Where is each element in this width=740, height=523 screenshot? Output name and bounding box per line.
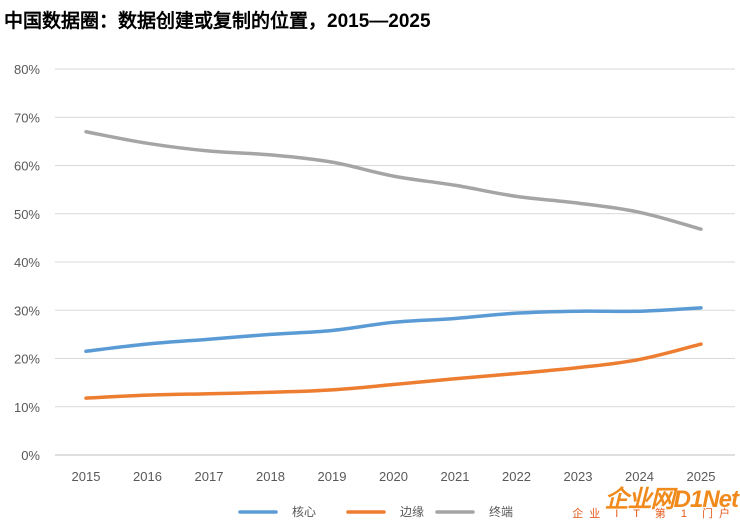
x-tick-label: 2025	[687, 469, 716, 484]
x-tick-label: 2019	[318, 469, 347, 484]
y-tick-label: 80%	[14, 62, 40, 77]
y-tick-label: 60%	[14, 159, 40, 174]
chart-title: 中国数据圈：数据创建或复制的位置，2015—2025	[4, 11, 431, 32]
y-tick-label: 20%	[14, 352, 40, 367]
watermark-sub: 企业 I T 第 1 门户	[572, 508, 736, 520]
watermark-logo: 企业网D1Net 企业 I T 第 1 门户	[568, 479, 739, 521]
watermark-main: 企业网D1Net	[604, 486, 739, 513]
x-tick-label: 2016	[133, 469, 162, 484]
legend-label: 核心	[292, 505, 316, 519]
grid-lines	[55, 68, 735, 456]
x-axis-ticks: 2015 2016 2017 2018 2019 2020 2021 2022 2023 2024…	[72, 469, 716, 484]
x-tick-label: 2017	[195, 469, 224, 484]
x-tick-label: 2020	[379, 469, 408, 484]
y-axis-ticks: 0% 10% 20% 30% 40% 50% 60% 70% 80%	[14, 62, 40, 463]
x-tick-label: 2021	[441, 469, 470, 484]
legend-label: 边缘	[400, 505, 424, 519]
x-tick-label: 2022	[502, 469, 531, 484]
legend: 核心 边缘 终端	[238, 504, 513, 519]
x-tick-label: 2015	[72, 469, 101, 484]
series-line-终端	[84, 129, 703, 231]
y-tick-label: 40%	[14, 255, 40, 270]
series-line-边缘	[84, 342, 703, 400]
legend-label: 终端	[489, 504, 513, 519]
y-tick-label: 70%	[14, 110, 40, 125]
y-tick-label: 10%	[14, 400, 40, 415]
y-tick-label: 0%	[21, 448, 40, 463]
series-line-核心	[84, 306, 703, 354]
y-tick-label: 50%	[14, 207, 40, 222]
x-tick-label: 2024	[625, 469, 654, 484]
series-lines	[84, 129, 703, 400]
x-tick-label: 2023	[564, 469, 593, 484]
x-tick-label: 2018	[256, 469, 285, 484]
y-tick-label: 30%	[14, 303, 40, 318]
